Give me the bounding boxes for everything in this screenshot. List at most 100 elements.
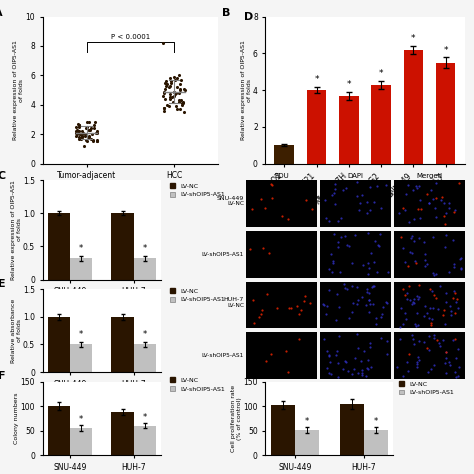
- Text: SNU-449: SNU-449: [217, 196, 244, 201]
- Point: [425, 199, 433, 207]
- Point: [410, 237, 418, 245]
- Point: [440, 212, 447, 219]
- Point: [430, 361, 438, 369]
- Point: [93, 128, 101, 135]
- Point: [420, 312, 428, 319]
- Point: [398, 304, 405, 311]
- Point: [413, 358, 420, 365]
- Point: [373, 320, 380, 328]
- Point: [262, 357, 270, 365]
- Point: [410, 299, 417, 306]
- Legend: LV-NC, LV-shOIP5-AS1: LV-NC, LV-shOIP5-AS1: [170, 377, 225, 392]
- Point: [416, 356, 423, 364]
- Point: [176, 86, 184, 94]
- Point: [83, 118, 91, 126]
- Point: [426, 286, 433, 293]
- Point: [92, 129, 100, 137]
- Point: [410, 320, 418, 328]
- Point: [432, 295, 440, 302]
- Point: [369, 301, 377, 308]
- Point: [452, 374, 460, 381]
- Point: [335, 243, 342, 250]
- Point: [447, 302, 454, 310]
- Point: [428, 365, 435, 373]
- Point: [295, 310, 302, 318]
- Point: [425, 200, 433, 207]
- Point: [443, 348, 450, 356]
- Point: [431, 204, 438, 211]
- Point: [77, 135, 85, 142]
- Point: [162, 95, 169, 103]
- Text: D: D: [244, 12, 254, 22]
- Point: [89, 136, 97, 144]
- Point: [451, 336, 458, 343]
- Point: [363, 301, 370, 308]
- Point: [412, 259, 419, 266]
- Point: [429, 233, 437, 241]
- Point: [397, 335, 404, 343]
- Point: [285, 305, 292, 312]
- Point: [268, 181, 276, 189]
- Point: [273, 304, 281, 312]
- Point: [451, 289, 458, 297]
- Point: [75, 121, 83, 129]
- Bar: [70, 258, 92, 280]
- Point: [85, 133, 92, 141]
- Point: [399, 244, 407, 251]
- Point: [161, 79, 169, 86]
- Point: [410, 299, 418, 307]
- Y-axis label: Cell proliferation rate
(% of control): Cell proliferation rate (% of control): [231, 385, 242, 452]
- Point: [368, 283, 375, 291]
- Point: [173, 105, 181, 113]
- Point: [323, 302, 330, 310]
- Point: [452, 298, 460, 306]
- Point: [374, 241, 382, 249]
- Point: [436, 283, 443, 290]
- Point: [437, 342, 444, 349]
- Point: [83, 137, 91, 145]
- Point: [88, 130, 96, 138]
- Point: [456, 179, 463, 187]
- Point: [413, 182, 420, 190]
- Point: [322, 310, 330, 318]
- Point: [287, 304, 295, 311]
- Point: [160, 39, 167, 47]
- Point: [356, 199, 364, 207]
- Point: [410, 340, 418, 347]
- Point: [178, 100, 185, 107]
- Point: [382, 298, 390, 306]
- Point: [438, 193, 446, 201]
- Point: [75, 128, 82, 135]
- Text: P < 0.0001: P < 0.0001: [111, 34, 150, 40]
- Point: [435, 305, 442, 312]
- Point: [442, 348, 450, 356]
- Point: [447, 308, 455, 315]
- Point: [328, 269, 336, 276]
- Point: [399, 320, 407, 328]
- Point: [411, 257, 419, 265]
- Bar: [111, 317, 134, 372]
- Point: [365, 296, 373, 304]
- Point: [421, 262, 429, 270]
- Point: [414, 353, 421, 361]
- Point: [354, 331, 361, 338]
- Point: [166, 91, 174, 98]
- Point: [78, 128, 86, 135]
- Y-axis label: Relative expression of OIP5-AS1
of folds: Relative expression of OIP5-AS1 of folds: [13, 40, 24, 140]
- Point: [345, 314, 352, 322]
- Point: [439, 311, 447, 319]
- Point: [353, 178, 360, 186]
- Point: [166, 74, 174, 82]
- Point: [414, 296, 421, 303]
- Point: [414, 321, 422, 329]
- Point: [401, 206, 409, 214]
- Point: [410, 216, 418, 223]
- Point: [358, 366, 365, 374]
- Text: *: *: [379, 69, 383, 78]
- Point: [364, 210, 371, 217]
- Point: [441, 244, 449, 251]
- Point: [404, 367, 411, 375]
- Point: [331, 185, 339, 193]
- Point: [355, 207, 363, 214]
- Point: [323, 365, 330, 372]
